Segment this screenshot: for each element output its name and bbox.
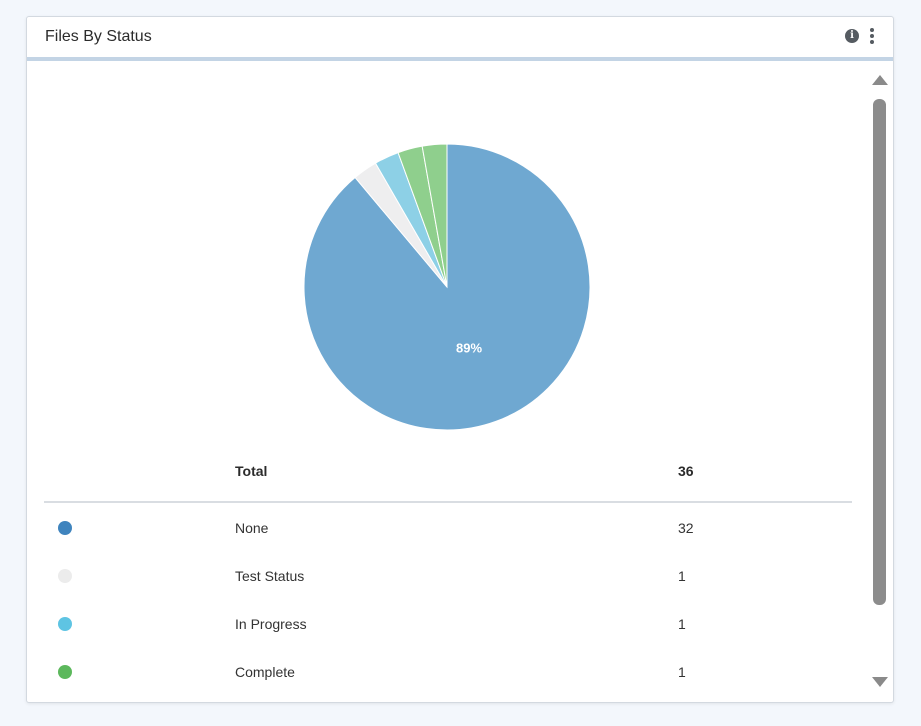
legend-name: None [235, 520, 269, 536]
pie-data-label: 89% [456, 340, 482, 355]
legend-header-row: Total 36 [44, 456, 852, 503]
legend-color-dot [58, 521, 72, 535]
legend-count: 1 [678, 568, 686, 584]
scroll-down-arrow-icon[interactable] [872, 677, 888, 687]
legend-row-in-progress: In Progress 1 [44, 599, 852, 647]
legend-row-complete: Complete 1 [44, 647, 852, 695]
legend-name: In Progress [235, 616, 307, 632]
info-icon[interactable]: i [845, 29, 859, 43]
pie-slice-complete[interactable] [421, 143, 448, 288]
more-vertical-icon[interactable] [868, 28, 876, 44]
total-label: Total [235, 463, 268, 479]
legend-count: 1 [678, 664, 686, 680]
scroll-up-arrow-icon[interactable] [872, 75, 888, 85]
files-by-status-widget: Files By Status i 89% Total 36 None 32 T… [26, 16, 894, 703]
widget-title: Files By Status [45, 28, 152, 45]
total-count: 36 [678, 463, 694, 479]
legend-name: Complete [235, 664, 295, 680]
status-legend-table: Total 36 None 32 Test Status 1 In Progre… [44, 456, 852, 695]
legend-row-test-status: Test Status 1 [44, 551, 852, 599]
pie-chart: 89% [303, 143, 591, 431]
widget-body: 89% Total 36 None 32 Test Status 1 In Pr… [27, 61, 893, 702]
scrollbar-thumb[interactable] [873, 99, 886, 605]
legend-count: 32 [678, 520, 694, 536]
widget-header: Files By Status i [27, 17, 893, 61]
legend-name: Test Status [235, 568, 305, 584]
legend-color-dot [58, 665, 72, 679]
legend-color-dot [58, 617, 72, 631]
legend-row-none: None 32 [44, 503, 852, 551]
legend-color-dot [58, 569, 72, 583]
legend-count: 1 [678, 616, 686, 632]
